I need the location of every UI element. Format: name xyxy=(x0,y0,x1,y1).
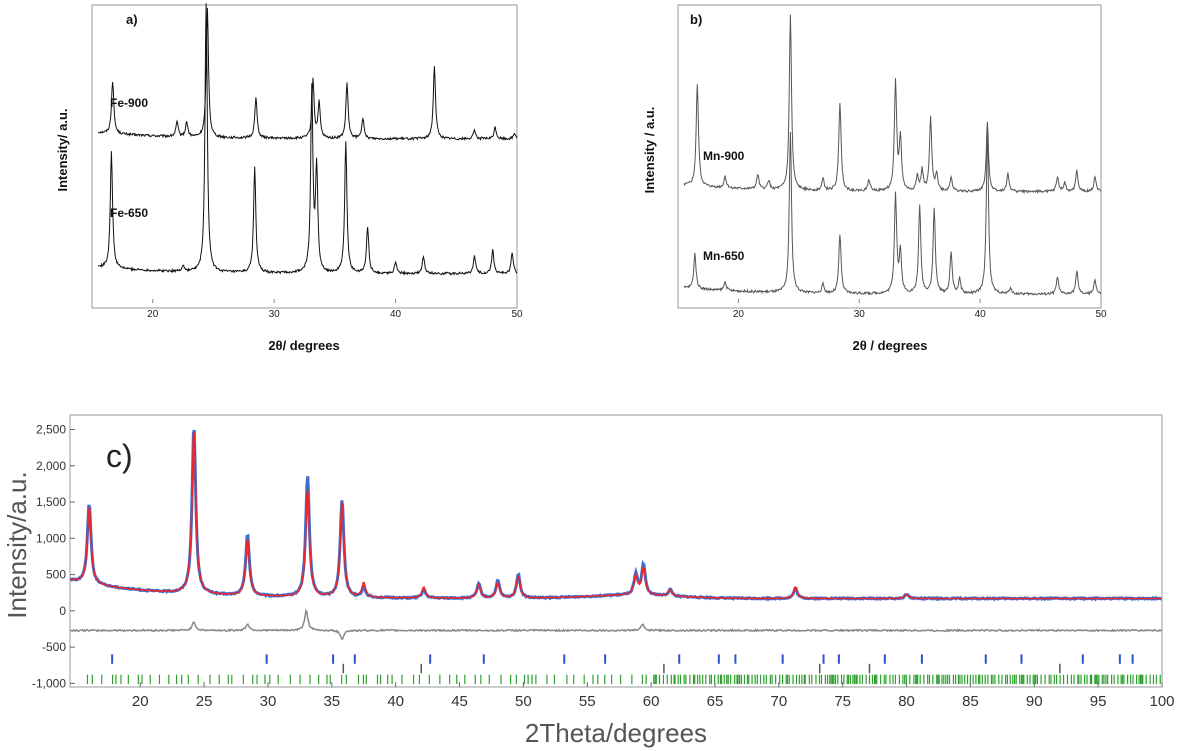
chart-c-svg: c) 2Theta/degrees Intensity/a.u. 20 25 30 3… xyxy=(2,414,1175,748)
chart-b-panel-tag: b) xyxy=(690,12,702,27)
series-line-calculated xyxy=(69,431,1162,600)
series-line-observed xyxy=(69,429,1162,602)
x-tick-label: 70 xyxy=(770,693,787,710)
panel-b: b) 2θ / degrees Intensity / a.u. Mn-900 … xyxy=(620,0,1177,370)
chart-a-x-axis-title: 2θ/ degrees xyxy=(268,338,339,353)
y-tick-label: -500 xyxy=(42,640,66,654)
series-line-mn-900 xyxy=(683,14,1102,195)
x-tick-label: 95 xyxy=(1090,693,1107,710)
series-line-fe-650 xyxy=(97,3,518,276)
y-tick-label: -1,000 xyxy=(32,676,66,690)
series-line-difference xyxy=(69,608,1162,640)
chart-a-series-label-fe-650: Fe-650 xyxy=(110,206,148,220)
x-tick-label: 100 xyxy=(1149,693,1174,710)
x-tick-label: 35 xyxy=(323,693,340,710)
x-tick-label: 45 xyxy=(451,693,468,710)
x-tick-label: 50 xyxy=(511,309,523,320)
y-tick-label: 2,500 xyxy=(36,423,66,437)
x-tick-label: 20 xyxy=(147,309,159,320)
x-tick-label: 30 xyxy=(260,693,277,710)
chart-a-y-axis-title: Intensity/ a.u. xyxy=(55,108,70,191)
x-tick-label: 50 xyxy=(515,693,532,710)
chart-a-svg: a) 2θ/ degrees Intensity/ a.u. Fe-900 Fe… xyxy=(55,3,523,353)
chart-b-svg: b) 2θ / degrees Intensity / a.u. Mn-900 … xyxy=(642,4,1107,353)
x-tick-label: 90 xyxy=(1026,693,1043,710)
chart-a-plot-frame xyxy=(91,4,518,309)
chart-b-y-axis-title: Intensity / a.u. xyxy=(642,107,657,194)
chart-c-y-axis-title: Intensity/a.u. xyxy=(2,471,32,618)
chart-c-x-axis-title: 2Theta/degrees xyxy=(525,718,707,748)
chart-c-panel-tag: c) xyxy=(106,438,133,474)
panel-a: a) 2θ/ degrees Intensity/ a.u. Fe-900 Fe… xyxy=(0,0,540,370)
x-tick-label: 75 xyxy=(834,693,851,710)
x-tick-label: 50 xyxy=(1095,309,1107,320)
chart-a-series-label-fe-900: Fe-900 xyxy=(110,96,148,110)
series-line-fe-900 xyxy=(97,7,518,142)
x-tick-label: 55 xyxy=(579,693,596,710)
x-tick-label: 20 xyxy=(132,693,149,710)
chart-b-plot-frame xyxy=(677,4,1102,309)
y-tick-label: 0 xyxy=(59,604,66,618)
panel-c: c) 2Theta/degrees Intensity/a.u. 20 25 30 3… xyxy=(0,405,1177,751)
x-tick-label: 80 xyxy=(898,693,915,710)
chart-a-panel-tag: a) xyxy=(126,12,138,27)
x-tick-label: 30 xyxy=(269,309,281,320)
y-tick-label: 2,000 xyxy=(36,459,66,473)
chart-b-series-label-mn-900: Mn-900 xyxy=(703,149,745,163)
x-tick-label: 40 xyxy=(387,693,404,710)
x-tick-label: 40 xyxy=(390,309,402,320)
x-tick-label: 20 xyxy=(733,309,745,320)
chart-b-x-axis-title: 2θ / degrees xyxy=(853,338,928,353)
x-tick-label: 85 xyxy=(962,693,979,710)
chart-c-plot-frame xyxy=(69,414,1163,688)
x-tick-label: 25 xyxy=(196,693,213,710)
series-line-mn-650 xyxy=(683,129,1102,297)
y-tick-label: 1,000 xyxy=(36,531,66,545)
y-tick-label: 1,500 xyxy=(36,495,66,509)
y-tick-label: 500 xyxy=(46,568,66,582)
x-tick-label: 40 xyxy=(975,309,987,320)
x-tick-label: 30 xyxy=(854,309,866,320)
chart-b-series-label-mn-650: Mn-650 xyxy=(703,249,745,263)
x-tick-label: 60 xyxy=(643,693,660,710)
x-tick-label: 65 xyxy=(707,693,724,710)
